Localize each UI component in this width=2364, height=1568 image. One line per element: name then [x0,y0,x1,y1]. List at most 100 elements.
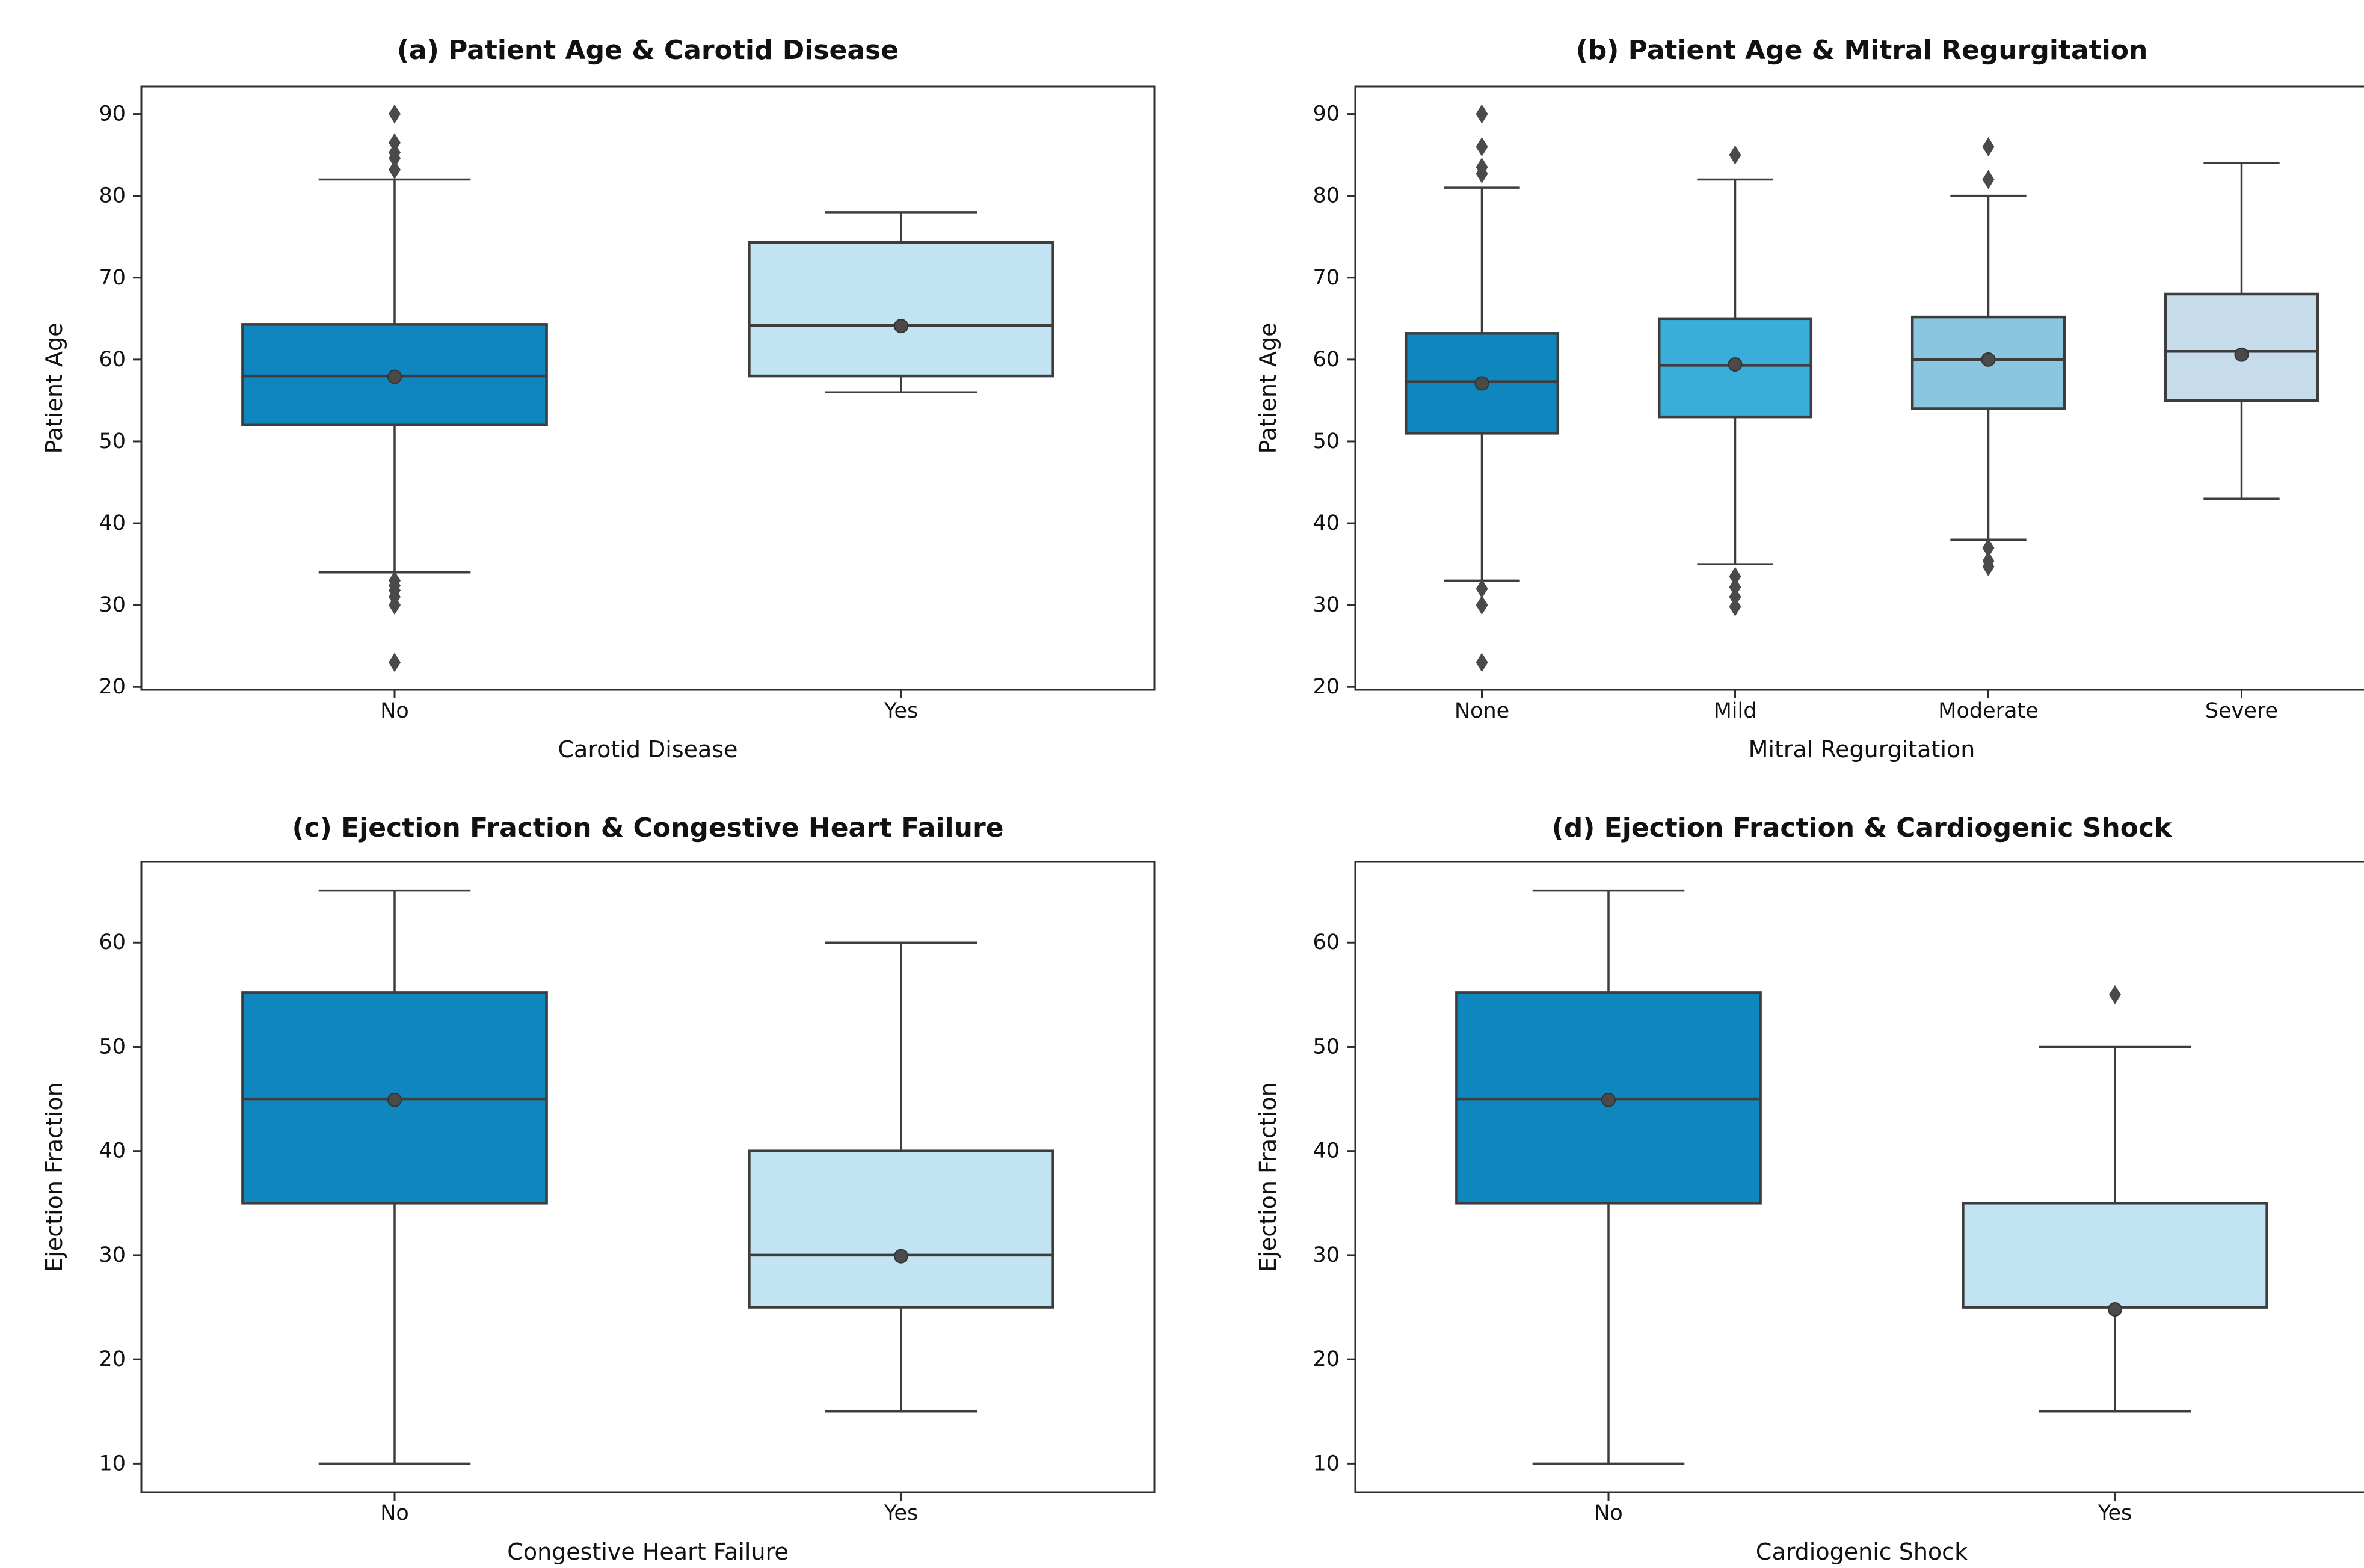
boxplot-b-severe [2164,162,2319,500]
mean-marker [387,1092,402,1107]
y-tick-label: 30 [1313,593,1340,617]
axes-frame [1354,861,2364,1493]
mean-marker [1981,352,1996,367]
outlier-diamond [389,160,401,180]
boxplot-canvas-a: (a) Patient Age & Carotid Disease 20 30 40 5… [41,35,1156,763]
axes-frame [140,85,1156,691]
y-tick-label: 90 [99,102,126,126]
y-axis-label: Ejection Fraction [1255,1082,1281,1271]
mean-marker [387,369,402,384]
boxplot-c-no [241,889,548,1465]
outlier-diamond [1982,557,1995,577]
y-tick-label: 10 [99,1451,126,1475]
outlier-diamond [2109,985,2121,1004]
mean-marker [1474,376,1489,391]
y-tick-label: 10 [1313,1451,1340,1475]
outlier-diamond [1729,145,1741,165]
y-tick-label: 20 [99,1347,126,1371]
mean-marker [1601,1092,1616,1107]
outlier-diamond [389,104,401,124]
x-tick-label: Yes [2098,1501,2132,1525]
mean-marker [894,319,908,334]
boxplot-c-yes [748,941,1054,1413]
x-tick-label: Severe [2205,699,2278,723]
y-tick-label: 20 [1313,1347,1340,1371]
y-tick-label: 40 [99,511,126,535]
outlier-diamond [1982,170,1995,189]
outlier-diamond [1476,104,1488,124]
boxplot-canvas-c: (c) Ejection Fraction & Congestive Heart… [41,813,1156,1565]
y-tick-label: 60 [1313,930,1340,955]
y-tick-label: 70 [99,266,126,290]
x-tick-label: No [380,1501,409,1525]
y-axis-label: Patient Age [1255,323,1281,454]
y-tick-label: 50 [1313,1035,1340,1059]
x-axis-label: Mitral Regurgitation [1749,736,1975,763]
x-tick-label: None [1454,699,1509,723]
y-tick-label: 30 [99,1243,126,1267]
outlier-diamond [1982,137,1995,157]
outlier-diamond [389,133,401,153]
y-axis-label: Patient Age [41,323,67,454]
y-tick-label: 40 [1313,1139,1340,1163]
y-tick-label: 60 [99,348,126,372]
outlier-diamond [1476,653,1488,672]
y-tick-label: 50 [99,429,126,453]
outlier-diamond [1729,587,1741,607]
x-axis-label: Carotid Disease [558,736,738,763]
x-tick-label: Mild [1714,699,1757,723]
boxplot-a-no [241,104,548,672]
x-tick-label: No [1594,1501,1623,1525]
chart-title: (b) Patient Age & Mitral Regurgitation [1576,35,2148,66]
x-tick-label: No [380,699,409,723]
x-axis-label: Cardiogenic Shock [1756,1539,1968,1565]
outlier-diamond [1476,579,1488,598]
outlier-diamond [1476,595,1488,615]
panel-c-ejection-fraction-chf: (c) Ejection Fraction & Congestive Heart… [24,789,1206,1568]
chart-title: (d) Ejection Fraction & Cardiogenic Shoc… [1552,813,2173,843]
mean-marker [2234,347,2249,362]
iqr-box [748,241,1054,378]
y-tick-label: 80 [99,184,126,208]
chart-title: (c) Ejection Fraction & Congestive Heart… [292,813,1004,843]
iqr-box [1962,1202,2268,1309]
y-tick-label: 50 [99,1035,126,1059]
x-tick-label: Yes [884,1501,919,1525]
y-tick-label: 20 [99,675,126,699]
y-tick-label: 30 [99,593,126,617]
boxplot-b-mild [1657,145,1813,616]
y-tick-label: 60 [1313,348,1340,372]
mean-marker [894,1249,908,1264]
boxplot-canvas-b: (b) Patient Age & Mitral Regurgitation 20… [1255,35,2364,763]
iqr-box [748,1149,1054,1309]
chart-title: (a) Patient Age & Carotid Disease [397,35,899,66]
y-tick-label: 70 [1313,266,1340,290]
boxplot-canvas-d: (d) Ejection Fraction & Cardiogenic Shoc… [1255,813,2364,1565]
x-tick-label: Yes [884,699,919,723]
y-tick-label: 50 [1313,429,1340,453]
panel-b-patient-age-mitral-regurgitation: (b) Patient Age & Mitral Regurgitation 20… [1206,10,2364,789]
boxplot-b-moderate [1910,137,2066,577]
mean-marker [2108,1302,2122,1317]
outlier-diamond [1476,164,1488,183]
boxplot-a-yes [748,211,1054,394]
y-tick-label: 60 [99,930,126,955]
mean-marker [1728,357,1743,372]
y-tick-label: 40 [1313,511,1340,535]
outlier-diamond [1982,538,1995,558]
axes-frame [140,861,1156,1493]
outlier-diamond [1729,567,1741,586]
axes-frame [1354,85,2364,691]
outlier-diamond [389,149,401,168]
y-tick-label: 30 [1313,1243,1340,1267]
outlier-diamond [1729,597,1741,616]
panel-a-patient-age-carotid-disease: (a) Patient Age & Carotid Disease 20 30 40 5… [24,10,1206,789]
boxplot-d-yes [1962,985,2268,1413]
outlier-diamond [1476,137,1488,157]
outlier-diamond [389,595,401,615]
y-axis-label: Ejection Fraction [41,1082,67,1271]
x-axis-label: Congestive Heart Failure [507,1539,788,1565]
y-tick-label: 40 [99,1139,126,1163]
y-tick-label: 90 [1313,102,1340,126]
panel-d-ejection-fraction-cardiogenic-shock: (d) Ejection Fraction & Cardiogenic Shoc… [1206,789,2364,1568]
